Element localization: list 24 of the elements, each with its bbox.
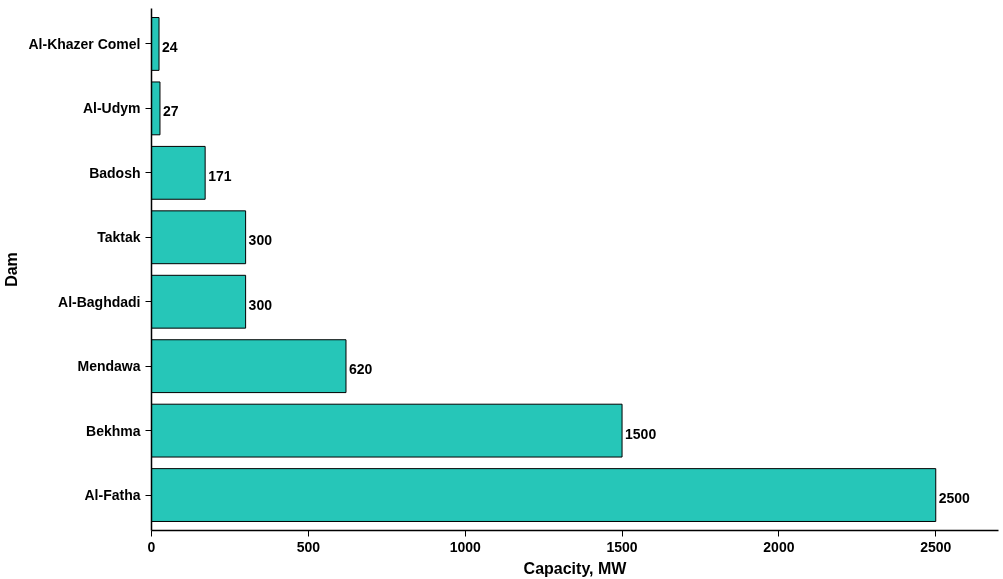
x-tick-label: 1500 [606, 538, 638, 555]
data-label: 300 [248, 232, 273, 249]
data-label: 1500 [625, 425, 657, 442]
x-tick-label: 2000 [763, 538, 795, 555]
y-tick-label: Mendawa [77, 358, 141, 375]
x-tick-label: 2500 [920, 538, 952, 555]
data-label: 2500 [938, 490, 971, 507]
x-tick-label: 500 [296, 538, 321, 555]
data-label: 24 [162, 38, 178, 55]
y-tick-label: Al-Udym [82, 100, 141, 117]
x-axis-title: Capacity, MW [523, 559, 628, 577]
data-label: 620 [349, 361, 373, 378]
y-tick-label: Al-Fatha [84, 487, 141, 504]
data-label: 171 [208, 167, 232, 184]
x-tick-label: 1000 [449, 538, 481, 555]
y-tick-label: Al-Khazer Comel [28, 35, 141, 52]
y-axis-title: Dam [3, 252, 21, 287]
data-label: 27 [162, 103, 179, 120]
y-tick-label: Al-Baghdadi [58, 293, 141, 310]
y-tick-label: Badosh [89, 164, 141, 181]
y-tick-label: Bekhma [86, 422, 141, 439]
x-tick-label: 0 [147, 538, 156, 555]
data-label: 300 [248, 296, 273, 313]
y-tick-label: Taktak [97, 229, 141, 246]
